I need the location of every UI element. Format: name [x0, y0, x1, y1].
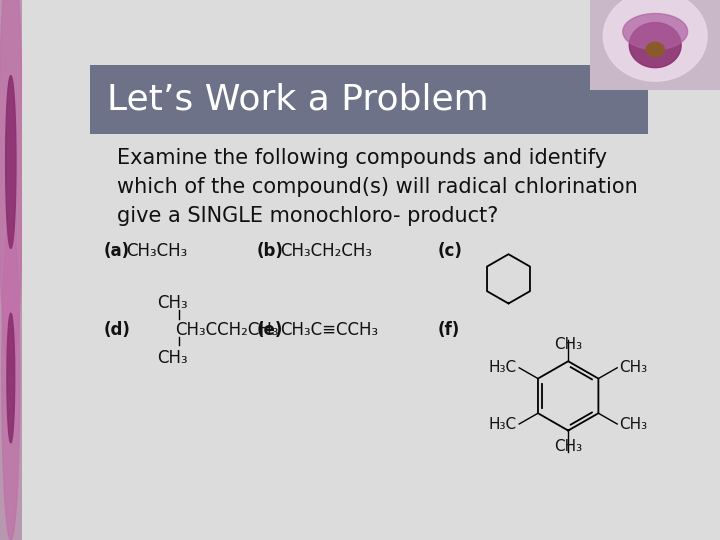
Polygon shape — [1, 216, 20, 540]
Text: CH₃CH₂CH₃: CH₃CH₂CH₃ — [280, 242, 372, 260]
Text: Examine the following compounds and identify
which of the compound(s) will radic: Examine the following compounds and iden… — [117, 148, 638, 226]
Polygon shape — [7, 313, 14, 443]
Text: (a): (a) — [104, 242, 130, 260]
Text: CH₃: CH₃ — [619, 416, 647, 431]
Text: (c): (c) — [437, 242, 462, 260]
Polygon shape — [629, 23, 681, 68]
Text: CH₃CCH₂CH₃: CH₃CCH₂CH₃ — [175, 321, 279, 340]
Text: Let’s Work a Problem: Let’s Work a Problem — [107, 83, 489, 117]
Polygon shape — [603, 0, 707, 81]
Text: CH₃: CH₃ — [158, 294, 188, 313]
Polygon shape — [623, 14, 688, 50]
Text: (e): (e) — [256, 321, 283, 340]
Text: H₃C: H₃C — [489, 360, 517, 375]
FancyBboxPatch shape — [90, 65, 648, 134]
Text: CH₃C≡CCH₃: CH₃C≡CCH₃ — [280, 321, 378, 340]
Text: H₃C: H₃C — [489, 416, 517, 431]
Text: CH₃: CH₃ — [554, 338, 582, 353]
FancyBboxPatch shape — [0, 0, 22, 540]
Polygon shape — [6, 76, 16, 248]
Text: CH₃: CH₃ — [619, 360, 647, 375]
FancyBboxPatch shape — [590, 0, 720, 90]
Polygon shape — [0, 0, 23, 378]
Polygon shape — [646, 42, 665, 57]
Text: (f): (f) — [437, 321, 459, 340]
Text: CH₃CH₃: CH₃CH₃ — [126, 242, 187, 260]
Text: CH₃: CH₃ — [158, 349, 188, 367]
Text: (d): (d) — [104, 321, 131, 340]
Text: CH₃: CH₃ — [554, 440, 582, 455]
Text: (b): (b) — [256, 242, 284, 260]
